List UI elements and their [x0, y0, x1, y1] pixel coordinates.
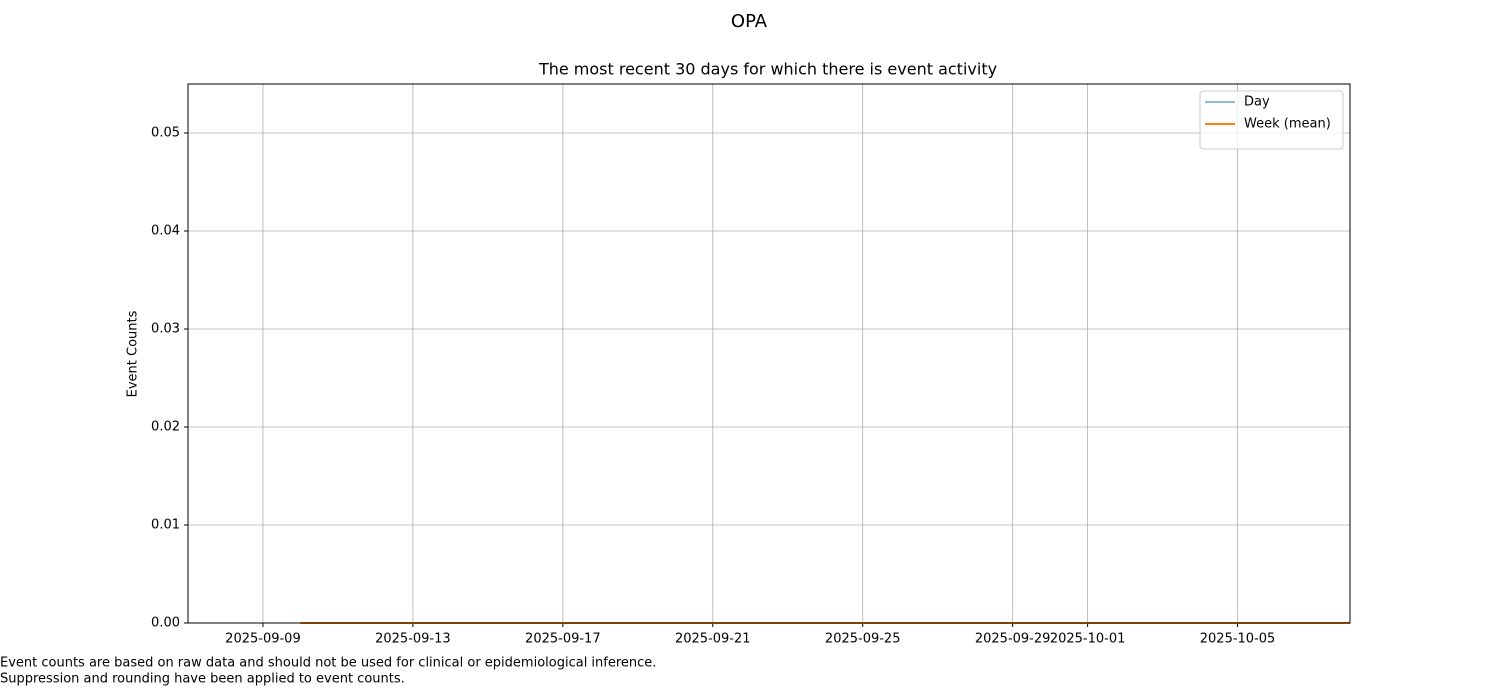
legend-label: Day [1244, 95, 1270, 110]
footnote: Suppression and rounding have been appli… [0, 672, 405, 687]
y-tick-label: 0.04 [151, 224, 180, 239]
x-tick-label: 2025-09-17 [525, 632, 601, 647]
x-tick-label: 2025-10-01 [1050, 632, 1126, 647]
footnote: Event counts are based on raw data and s… [0, 656, 656, 671]
x-tick-label: 2025-09-21 [675, 632, 751, 647]
plot-frame [187, 83, 1351, 624]
x-tick-label: 2025-09-25 [825, 632, 901, 647]
x-tick-label: 2025-09-09 [225, 632, 301, 647]
y-tick-label: 0.03 [151, 322, 180, 337]
y-tick-label: 0.02 [151, 420, 180, 435]
suptitle: OPA [731, 11, 768, 32]
legend-box [1199, 90, 1344, 150]
y-tick-label: 0.00 [151, 616, 180, 631]
y-tick-label: 0.01 [151, 518, 180, 533]
x-tick-label: 2025-10-05 [1200, 632, 1276, 647]
y-tick-label: 0.05 [151, 126, 180, 141]
chart-title: The most recent 30 days for which there … [538, 60, 997, 79]
x-tick-label: 2025-09-13 [375, 632, 451, 647]
legend-label: Week (mean) [1244, 117, 1331, 132]
y-axis-label: Event Counts [126, 310, 141, 397]
x-tick-label: 2025-09-29 [975, 632, 1051, 647]
